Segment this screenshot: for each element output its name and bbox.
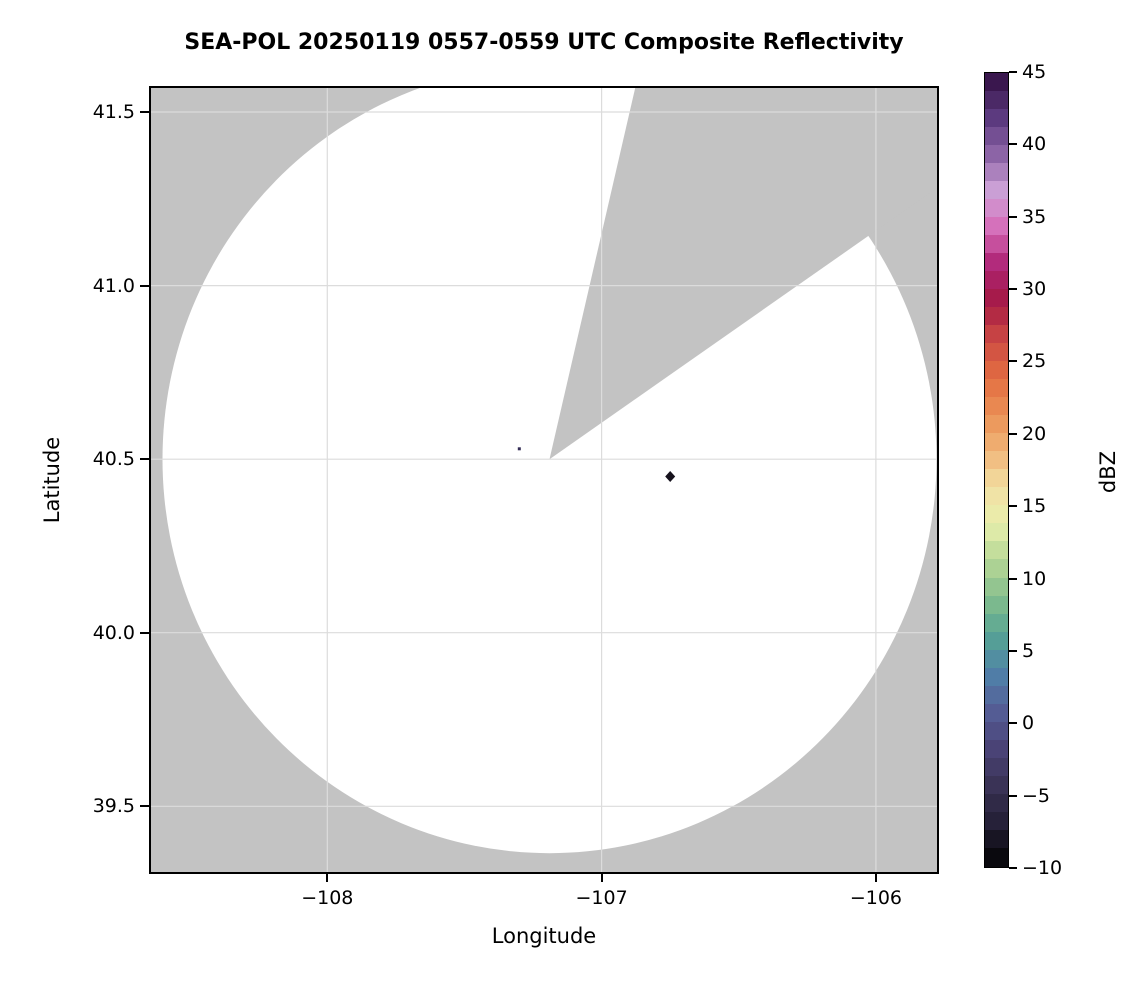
colorbar-band — [985, 325, 1008, 345]
colorbar-band — [985, 469, 1008, 489]
plot-spine — [149, 86, 939, 874]
colorbar-band — [985, 379, 1008, 399]
colorbar-band — [985, 559, 1008, 579]
plot-area — [149, 86, 939, 874]
colorbar-band — [985, 631, 1008, 651]
colorbar-tick — [1009, 143, 1017, 146]
colorbar-tick-label: 45 — [1022, 61, 1047, 83]
y-tick-label: 41.5 — [92, 101, 135, 124]
x-tick — [874, 873, 877, 882]
colorbar-tick-label: −5 — [1022, 784, 1051, 807]
colorbar-band — [985, 829, 1008, 849]
colorbar-tick-label: 15 — [1022, 495, 1047, 518]
colorbar-tick — [1009, 71, 1017, 73]
colorbar-band — [985, 739, 1008, 759]
x-tick — [600, 873, 603, 882]
colorbar-band — [985, 487, 1008, 507]
colorbar-band — [985, 127, 1008, 147]
colorbar-tick-label: 20 — [1022, 422, 1047, 445]
x-tick-label: −107 — [575, 887, 628, 909]
x-tick-label: −108 — [301, 887, 354, 909]
colorbar-band — [985, 415, 1008, 435]
colorbar-band — [985, 109, 1008, 129]
colorbar-tick — [1009, 505, 1017, 508]
colorbar-tick — [1009, 722, 1017, 725]
colorbar-band — [985, 793, 1008, 813]
colorbar-band — [985, 451, 1008, 471]
colorbar-tick — [1009, 867, 1017, 869]
y-tick-label: 40.0 — [92, 621, 135, 644]
colorbar-band — [985, 523, 1008, 543]
colorbar-band — [985, 289, 1008, 309]
colorbar-band — [985, 199, 1008, 219]
y-tick-label: 41.0 — [92, 274, 135, 297]
colorbar-band — [985, 397, 1008, 417]
colorbar-tick — [1009, 649, 1017, 652]
colorbar-band — [985, 577, 1008, 597]
missing-data-sector — [549, 86, 939, 460]
colorbar-band — [985, 73, 1008, 93]
y-tick — [140, 284, 149, 287]
colorbar-band — [985, 307, 1008, 327]
colorbar-band — [985, 595, 1008, 615]
colorbar-band — [985, 91, 1008, 111]
colorbar-tick — [1009, 794, 1017, 797]
colorbar-tick — [1009, 432, 1017, 435]
colorbar-band — [985, 847, 1008, 867]
colorbar-tick-label: 0 — [1022, 712, 1035, 735]
y-tick — [140, 458, 149, 461]
colorbar-tick-label: 10 — [1022, 567, 1047, 590]
colorbar-band — [985, 649, 1008, 669]
x-axis-label: Longitude — [491, 924, 597, 948]
colorbar-band — [985, 505, 1008, 525]
chart-title: SEA-POL 20250119 0557-0559 UTC Composite… — [184, 30, 904, 55]
colorbar-label: dBZ — [1096, 450, 1120, 494]
colorbar-band — [985, 145, 1008, 165]
colorbar-band — [985, 343, 1008, 363]
colorbar-band — [985, 775, 1008, 795]
colorbar-tick-label: 35 — [1022, 205, 1047, 228]
radar-map-svg — [149, 86, 939, 874]
colorbar-tick — [1009, 288, 1017, 291]
colorbar-band — [985, 685, 1008, 705]
colorbar-tick — [1009, 215, 1017, 218]
y-tick — [140, 631, 149, 634]
colorbar-tick-label: −10 — [1022, 857, 1063, 879]
colorbar-band — [985, 757, 1008, 777]
colorbar-band — [985, 721, 1008, 741]
x-tick-label: −106 — [849, 887, 902, 909]
colorbar-band — [985, 811, 1008, 831]
x-tick — [326, 873, 329, 882]
colorbar-band — [985, 253, 1008, 273]
colorbar-band — [985, 181, 1008, 201]
colorbar — [984, 72, 1009, 868]
colorbar-tick-label: 5 — [1022, 639, 1035, 662]
colorbar-band — [985, 541, 1008, 561]
colorbar-band — [985, 703, 1008, 723]
colorbar-tick-label: 40 — [1022, 133, 1047, 156]
y-tick — [140, 805, 149, 808]
y-tick-label: 39.5 — [92, 795, 135, 818]
colorbar-band — [985, 433, 1008, 453]
colorbar-tick-label: 30 — [1022, 278, 1047, 301]
echo-marker — [517, 447, 521, 451]
colorbar-tick — [1009, 577, 1017, 580]
colorbar-tick — [1009, 360, 1017, 363]
y-tick — [140, 111, 149, 114]
colorbar-band — [985, 667, 1008, 687]
colorbar-band — [985, 163, 1008, 183]
colorbar-band — [985, 613, 1008, 633]
colorbar-band — [985, 217, 1008, 237]
colorbar-band — [985, 271, 1008, 291]
colorbar-band — [985, 361, 1008, 381]
echo-marker — [665, 471, 676, 482]
colorbar-tick-label: 25 — [1022, 350, 1047, 373]
colorbar-band — [985, 235, 1008, 255]
y-tick-label: 40.5 — [92, 448, 135, 471]
